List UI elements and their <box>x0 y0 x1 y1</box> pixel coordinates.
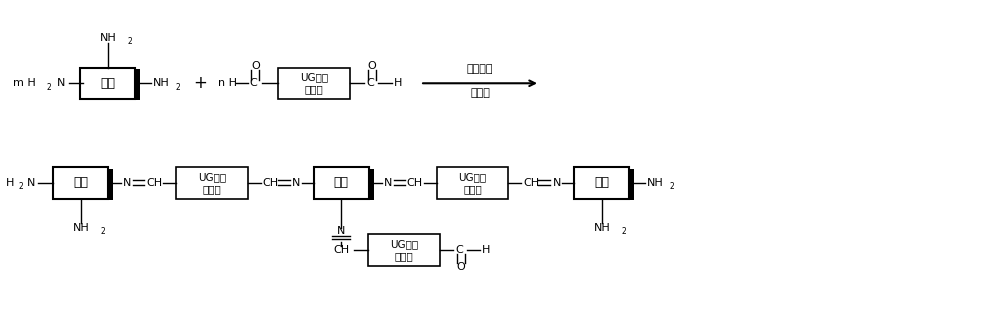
Text: N: N <box>27 178 35 188</box>
Bar <box>574 167 629 198</box>
Text: NH: NH <box>153 78 170 88</box>
Text: UG交联: UG交联 <box>390 239 418 249</box>
Text: +: + <box>193 74 207 92</box>
Text: 2: 2 <box>670 182 675 191</box>
Text: m H: m H <box>13 78 35 88</box>
Text: CH: CH <box>407 178 423 188</box>
Text: CH: CH <box>523 178 540 188</box>
Text: 分散剂: 分散剂 <box>463 184 482 194</box>
Bar <box>176 167 248 198</box>
Bar <box>437 167 508 198</box>
Text: C: C <box>249 78 257 88</box>
Text: UG交联: UG交联 <box>300 72 328 82</box>
Text: n H: n H <box>218 78 237 88</box>
Bar <box>368 234 440 265</box>
Text: NH: NH <box>73 223 89 233</box>
Bar <box>319 169 374 200</box>
Bar <box>314 167 369 198</box>
Text: 分散剂: 分散剂 <box>395 251 414 261</box>
Text: H: H <box>394 78 403 88</box>
Text: N: N <box>552 178 561 188</box>
Text: NH: NH <box>100 33 116 43</box>
Text: O: O <box>457 262 465 272</box>
Bar <box>58 169 113 200</box>
Text: 2: 2 <box>46 83 51 91</box>
Text: 分散剂: 分散剂 <box>203 184 221 194</box>
Text: UG交联: UG交联 <box>198 172 226 182</box>
Text: CH: CH <box>146 178 162 188</box>
Text: H: H <box>482 245 490 255</box>
Text: C: C <box>455 245 463 255</box>
Text: NH: NH <box>647 178 664 188</box>
Text: N: N <box>123 178 131 188</box>
Text: 豆粉: 豆粉 <box>100 77 115 90</box>
Bar <box>278 68 350 99</box>
Text: O: O <box>251 61 260 71</box>
Text: 固化剂: 固化剂 <box>470 88 490 98</box>
Text: 2: 2 <box>18 182 23 191</box>
Text: 分散剂: 分散剂 <box>305 85 324 95</box>
Text: 豆粉: 豆粉 <box>594 177 609 189</box>
Text: NH: NH <box>594 223 611 233</box>
Text: O: O <box>368 61 377 71</box>
Text: N: N <box>337 226 345 236</box>
Text: C: C <box>366 78 374 88</box>
Bar <box>85 69 140 100</box>
Bar <box>80 68 135 99</box>
Text: 2: 2 <box>127 37 132 46</box>
Text: UG交联: UG交联 <box>458 172 487 182</box>
Text: N: N <box>57 78 65 88</box>
Text: 豆粉: 豆粉 <box>73 177 88 189</box>
Text: 2: 2 <box>100 227 105 236</box>
Bar <box>53 167 108 198</box>
Text: 热压固化: 热压固化 <box>467 64 493 74</box>
Text: 豆粉: 豆粉 <box>334 177 349 189</box>
Text: 2: 2 <box>621 227 626 236</box>
Text: CH: CH <box>263 178 279 188</box>
Text: N: N <box>292 178 300 188</box>
Text: N: N <box>384 178 392 188</box>
Text: CH: CH <box>333 245 349 255</box>
Text: H: H <box>6 178 14 188</box>
Bar <box>579 169 634 200</box>
Text: 2: 2 <box>176 83 180 91</box>
